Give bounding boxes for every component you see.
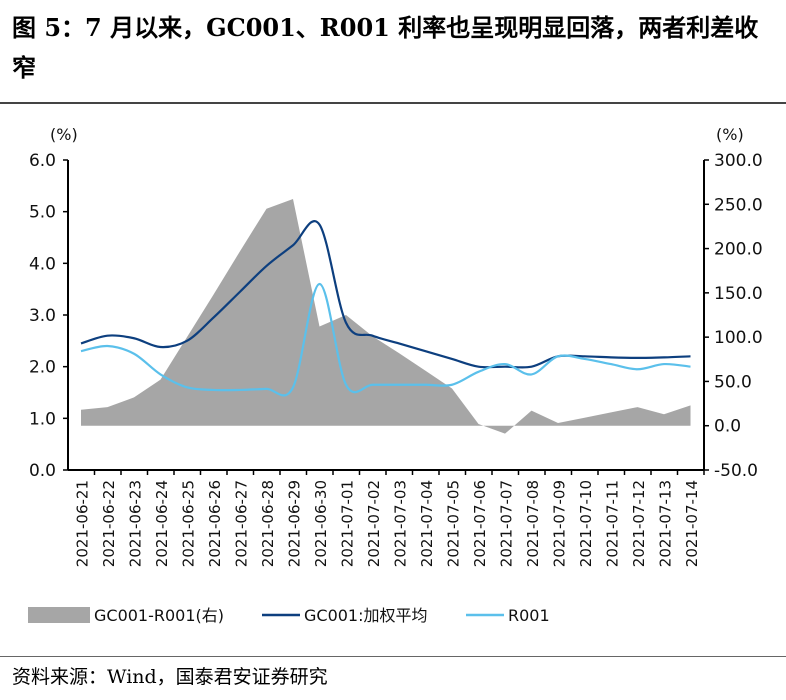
legend-label-r001: R001 xyxy=(508,606,550,625)
right-tick-label: 300.0 xyxy=(714,151,763,171)
x-tick-label: 2021-07-13 xyxy=(656,480,674,567)
right-tick-label: 0.0 xyxy=(714,417,741,437)
x-tick-label: 2021-07-02 xyxy=(365,480,383,567)
x-tick-label: 2021-07-09 xyxy=(550,480,568,567)
x-tick-label: 2021-07-01 xyxy=(338,480,356,567)
left-tick-label: 5.0 xyxy=(29,203,56,223)
gc001-line xyxy=(80,220,691,369)
x-tick-label: 2021-06-26 xyxy=(206,480,224,567)
x-tick-label: 2021-06-28 xyxy=(259,480,277,567)
spread-area xyxy=(81,198,691,434)
x-tick-label: 2021-06-22 xyxy=(100,480,118,567)
right-tick-label: -50.0 xyxy=(714,461,758,481)
legend-label-spread: GC001-R001(右) xyxy=(94,606,224,625)
source-divider xyxy=(0,656,786,657)
x-tick-label: 2021-07-07 xyxy=(497,480,515,567)
x-tick-label: 2021-07-14 xyxy=(683,480,701,567)
legend-label-gc001: GC001:加权平均 xyxy=(304,606,428,625)
x-tick-label: 2021-07-08 xyxy=(524,480,542,567)
x-tick-label: 2021-07-06 xyxy=(471,480,489,567)
x-tick-label: 2021-07-05 xyxy=(444,480,462,567)
chart: 0.0 1.0 2.0 3.0 4.0 5.0 6.0 -50.0 0.0 50.0 100.0 15… xyxy=(28,125,763,625)
x-tick-label: 2021-07-10 xyxy=(577,480,595,567)
x-tick-label: 2021-07-11 xyxy=(603,480,621,567)
source-note: 资料来源：Wind，国泰君安证券研究 xyxy=(12,666,328,688)
x-tick-label: 2021-06-25 xyxy=(179,480,197,567)
left-unit: (%) xyxy=(50,125,78,144)
left-tick-label: 4.0 xyxy=(29,254,56,274)
title-divider xyxy=(0,102,786,104)
x-tick-label: 2021-07-12 xyxy=(630,480,648,567)
left-tick-label: 6.0 xyxy=(29,151,56,171)
right-tick-label: 100.0 xyxy=(714,328,763,348)
right-tick-label: 200.0 xyxy=(714,240,763,260)
x-tick-label: 2021-06-29 xyxy=(285,480,303,567)
x-tick-label: 2021-06-23 xyxy=(126,480,144,567)
right-unit: (%) xyxy=(716,125,744,144)
right-tick-label: 50.0 xyxy=(714,372,752,392)
x-tick-label: 2021-06-21 xyxy=(73,480,91,567)
legend-swatch-spread xyxy=(28,607,90,623)
x-tick-label: 2021-07-04 xyxy=(418,480,436,567)
right-tick-label: 250.0 xyxy=(714,195,763,215)
x-tick-label: 2021-07-03 xyxy=(391,480,409,567)
left-tick-label: 0.0 xyxy=(29,461,56,481)
right-tick-label: 150.0 xyxy=(714,284,763,304)
x-tick-label: 2021-06-24 xyxy=(153,480,171,567)
x-tick-label: 2021-06-30 xyxy=(312,480,330,567)
left-tick-label: 3.0 xyxy=(29,306,56,326)
left-tick-label: 1.0 xyxy=(29,409,56,429)
figure-title: 图 5：7 月以来，GC001、R001 利率也呈现明显回落，两者利差收窄 xyxy=(12,13,759,82)
left-tick-label: 2.0 xyxy=(29,358,56,378)
r001-line xyxy=(80,282,691,397)
x-tick-label: 2021-06-27 xyxy=(232,480,250,567)
